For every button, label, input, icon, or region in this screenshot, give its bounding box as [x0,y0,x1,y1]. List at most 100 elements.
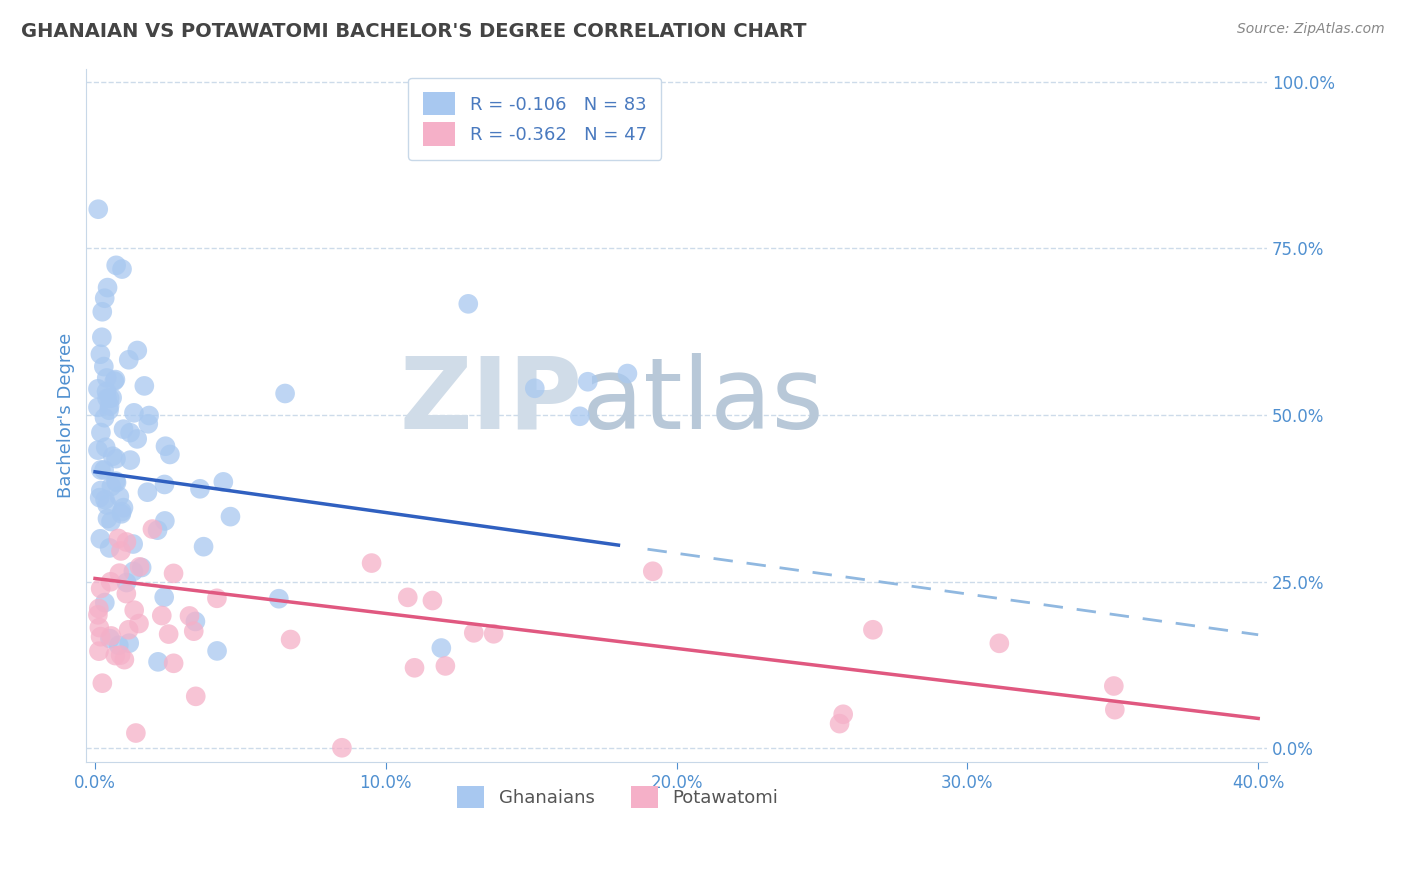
Point [117,623,139,637]
Point [153,514,176,528]
Point [832,707,855,722]
Point [94,596,117,610]
Point [1102,679,1125,693]
Point [111,262,134,277]
Point [212,475,235,489]
Point [112,500,135,515]
Point [87,607,110,622]
Point [146,655,169,669]
Point [115,535,138,549]
Point [280,632,302,647]
Point [457,297,479,311]
Text: atlas: atlas [582,352,824,450]
Point [96,280,118,294]
Point [87,202,110,217]
Point [136,485,159,500]
Point [193,540,215,554]
Point [122,565,145,579]
Point [146,523,169,537]
Point [93,463,115,477]
Point [862,623,884,637]
Point [87,601,110,615]
Point [205,591,228,606]
Point [155,439,177,453]
Point [105,475,128,490]
Point [94,440,117,454]
Point [87,382,110,396]
Point [91,304,114,318]
Point [274,386,297,401]
Text: GHANAIAN VS POTAWATOMI BACHELOR'S DEGREE CORRELATION CHART: GHANAIAN VS POTAWATOMI BACHELOR'S DEGREE… [21,22,807,41]
Point [122,537,145,551]
Point [330,740,353,755]
Point [105,258,128,272]
Point [150,608,173,623]
Point [103,374,125,388]
Point [111,505,134,519]
Point [87,644,110,658]
Point [87,401,110,415]
Point [122,603,145,617]
Point [463,625,485,640]
Point [153,590,176,604]
Point [91,676,114,690]
Point [112,653,135,667]
Point [219,509,242,524]
Point [98,399,121,413]
Point [89,347,111,361]
Point [96,511,118,525]
Point [98,391,121,405]
Point [141,522,163,536]
Point [93,410,115,425]
Point [568,409,591,424]
Point [115,587,138,601]
Point [87,443,110,458]
Y-axis label: Bachelor's Degree: Bachelor's Degree [58,333,75,498]
Point [125,726,148,740]
Point [128,559,150,574]
Legend: Ghanaians, Potawatomi: Ghanaians, Potawatomi [450,779,785,815]
Point [115,575,138,590]
Point [98,632,121,646]
Point [828,716,851,731]
Point [138,409,160,423]
Point [93,359,115,374]
Point [153,477,176,491]
Point [107,532,129,546]
Point [96,391,118,405]
Point [422,593,444,607]
Point [98,541,121,555]
Point [188,482,211,496]
Point [157,627,180,641]
Point [90,483,112,498]
Point [118,636,141,650]
Point [205,644,228,658]
Point [136,417,159,431]
Point [110,648,132,662]
Point [90,425,112,440]
Point [120,453,142,467]
Point [159,447,181,461]
Point [184,690,207,704]
Point [396,591,419,605]
Point [128,616,150,631]
Point [122,406,145,420]
Point [162,657,184,671]
Point [118,352,141,367]
Point [267,591,290,606]
Point [430,640,453,655]
Point [100,629,122,643]
Point [162,566,184,581]
Point [616,367,638,381]
Point [90,630,112,644]
Point [360,556,382,570]
Point [89,621,111,635]
Point [90,463,112,477]
Point [641,564,664,578]
Point [108,566,131,581]
Point [89,491,111,505]
Point [96,371,118,385]
Point [134,379,156,393]
Text: ZIP: ZIP [399,352,582,450]
Point [108,490,131,504]
